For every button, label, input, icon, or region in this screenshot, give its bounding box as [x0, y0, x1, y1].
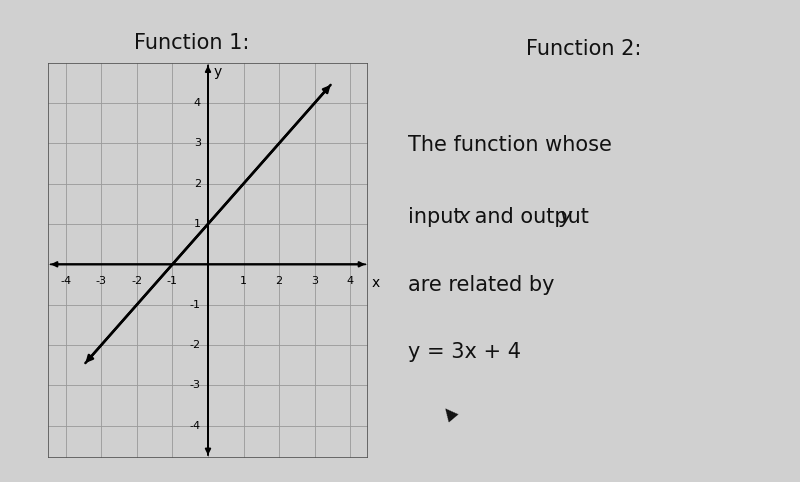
- Text: 1: 1: [194, 219, 201, 229]
- Text: -3: -3: [190, 380, 201, 390]
- Text: -1: -1: [167, 276, 178, 286]
- Text: x: x: [458, 207, 470, 227]
- Text: -3: -3: [96, 276, 107, 286]
- Text: -2: -2: [131, 276, 142, 286]
- Text: 3: 3: [311, 276, 318, 286]
- Text: 4: 4: [346, 276, 354, 286]
- Text: -4: -4: [190, 421, 201, 430]
- Text: 2: 2: [194, 179, 201, 188]
- Text: Function 2:: Function 2:: [526, 39, 642, 58]
- Text: The function whose: The function whose: [408, 135, 612, 155]
- Text: y: y: [214, 65, 222, 79]
- Text: -4: -4: [60, 276, 71, 286]
- Text: 4: 4: [194, 98, 201, 108]
- Text: y: y: [560, 207, 572, 227]
- Text: -2: -2: [190, 340, 201, 350]
- Text: 2: 2: [275, 276, 282, 286]
- Text: x: x: [371, 276, 380, 291]
- Text: 3: 3: [194, 138, 201, 148]
- Text: and output: and output: [468, 207, 595, 227]
- Text: 1: 1: [240, 276, 247, 286]
- Text: -1: -1: [190, 300, 201, 309]
- Text: ▲: ▲: [440, 402, 462, 424]
- Text: input: input: [408, 207, 468, 227]
- Text: are related by: are related by: [408, 275, 554, 295]
- Text: Function 1:: Function 1:: [134, 33, 250, 53]
- Text: y = 3x + 4: y = 3x + 4: [408, 342, 521, 362]
